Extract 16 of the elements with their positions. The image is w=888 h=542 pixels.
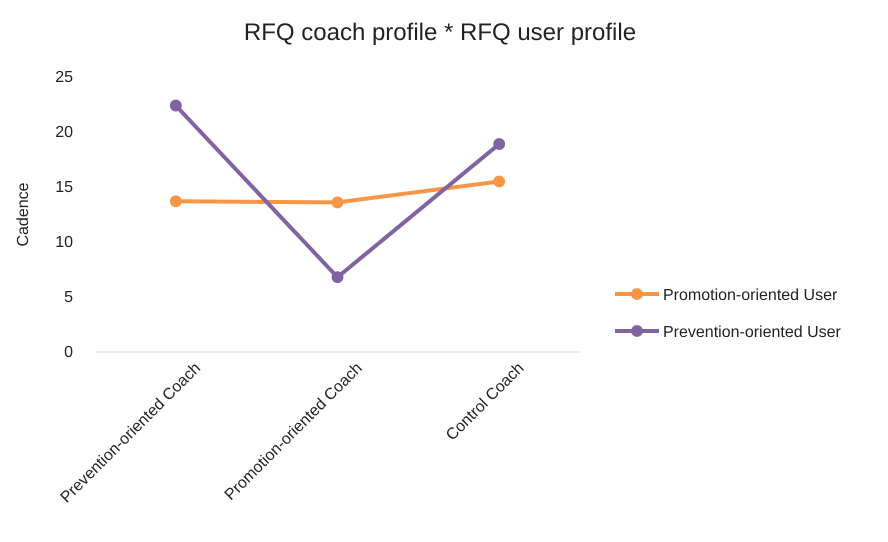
y-tick-label: 15: [55, 179, 74, 196]
point: [170, 195, 182, 208]
point: [332, 196, 344, 208]
point: [493, 138, 506, 150]
y-axis-title: Cadence: [15, 182, 32, 247]
y-tick-label: 0: [64, 344, 74, 362]
point: [170, 100, 182, 112]
y-tick-label: 25: [55, 69, 74, 86]
y-tick-label: 5: [64, 289, 74, 306]
point: [493, 176, 506, 188]
y-tick-label: 20: [55, 124, 74, 142]
y-tick-label: 10: [55, 234, 74, 252]
chart-title: RFQ coach profile * RFQ user profile: [244, 19, 636, 46]
legend-label: Promotion-oriented User: [663, 287, 838, 304]
legend-label: Prevention-oriented User: [663, 324, 842, 341]
point: [332, 271, 344, 284]
